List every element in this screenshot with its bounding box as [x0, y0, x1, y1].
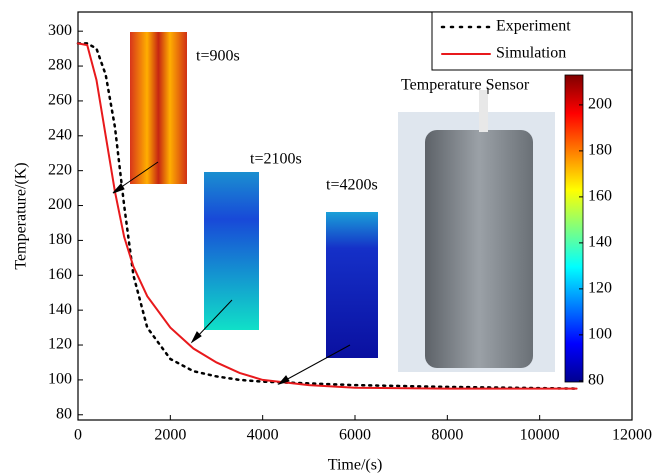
y-tick-label: 180 — [48, 231, 72, 248]
y-tick-label: 220 — [48, 161, 72, 178]
x-tick-label: 12000 — [612, 427, 652, 444]
colorbar-tick-label: 80 — [588, 372, 604, 389]
colorbar-tick-label: 200 — [588, 96, 612, 113]
y-tick-label: 280 — [48, 57, 72, 74]
sensor — [479, 90, 488, 132]
y-tick-label: 120 — [48, 336, 72, 353]
colorbar — [565, 75, 583, 382]
inset-2100s — [204, 172, 259, 330]
photo-sample — [425, 130, 533, 368]
x-tick-label: 8000 — [431, 427, 463, 444]
colorbar-tick-label: 140 — [588, 234, 612, 251]
x-tick-label: 6000 — [339, 427, 371, 444]
colorbar-tick-label: 180 — [588, 142, 612, 159]
colorbar-tick-label: 160 — [588, 188, 612, 205]
legend-label: Experiment — [496, 18, 571, 35]
y-tick-label: 160 — [48, 266, 72, 283]
inset-4200s — [326, 212, 378, 358]
y-tick-label: 300 — [48, 22, 72, 39]
x-tick-label: 2000 — [154, 427, 186, 444]
colorbar-tick-label: 120 — [588, 280, 612, 297]
x-axis-label: Time/(s) — [328, 457, 383, 474]
annotation: t=900s — [196, 48, 240, 65]
x-tick-label: 10000 — [520, 427, 560, 444]
annotation: Temperature Sensor — [401, 77, 530, 94]
colorbar-tick-label: 100 — [588, 326, 612, 343]
y-tick-label: 80 — [56, 405, 72, 422]
y-tick-label: 100 — [48, 371, 72, 388]
y-tick-label: 240 — [48, 126, 72, 143]
chart: t=900s t=2100s t=4200s Temperature Senso… — [0, 0, 657, 476]
inset-900s — [130, 32, 187, 184]
y-tick-label: 200 — [48, 196, 72, 213]
x-tick-label: 4000 — [247, 427, 279, 444]
legend-label: Simulation — [496, 45, 566, 62]
y-tick-label: 260 — [48, 92, 72, 109]
annotation: t=2100s — [250, 151, 302, 168]
y-tick-label: 140 — [48, 301, 72, 318]
annotation: t=4200s — [326, 177, 378, 194]
y-axis-label: Temperature/(K) — [13, 162, 30, 269]
x-tick-label: 0 — [74, 427, 82, 444]
